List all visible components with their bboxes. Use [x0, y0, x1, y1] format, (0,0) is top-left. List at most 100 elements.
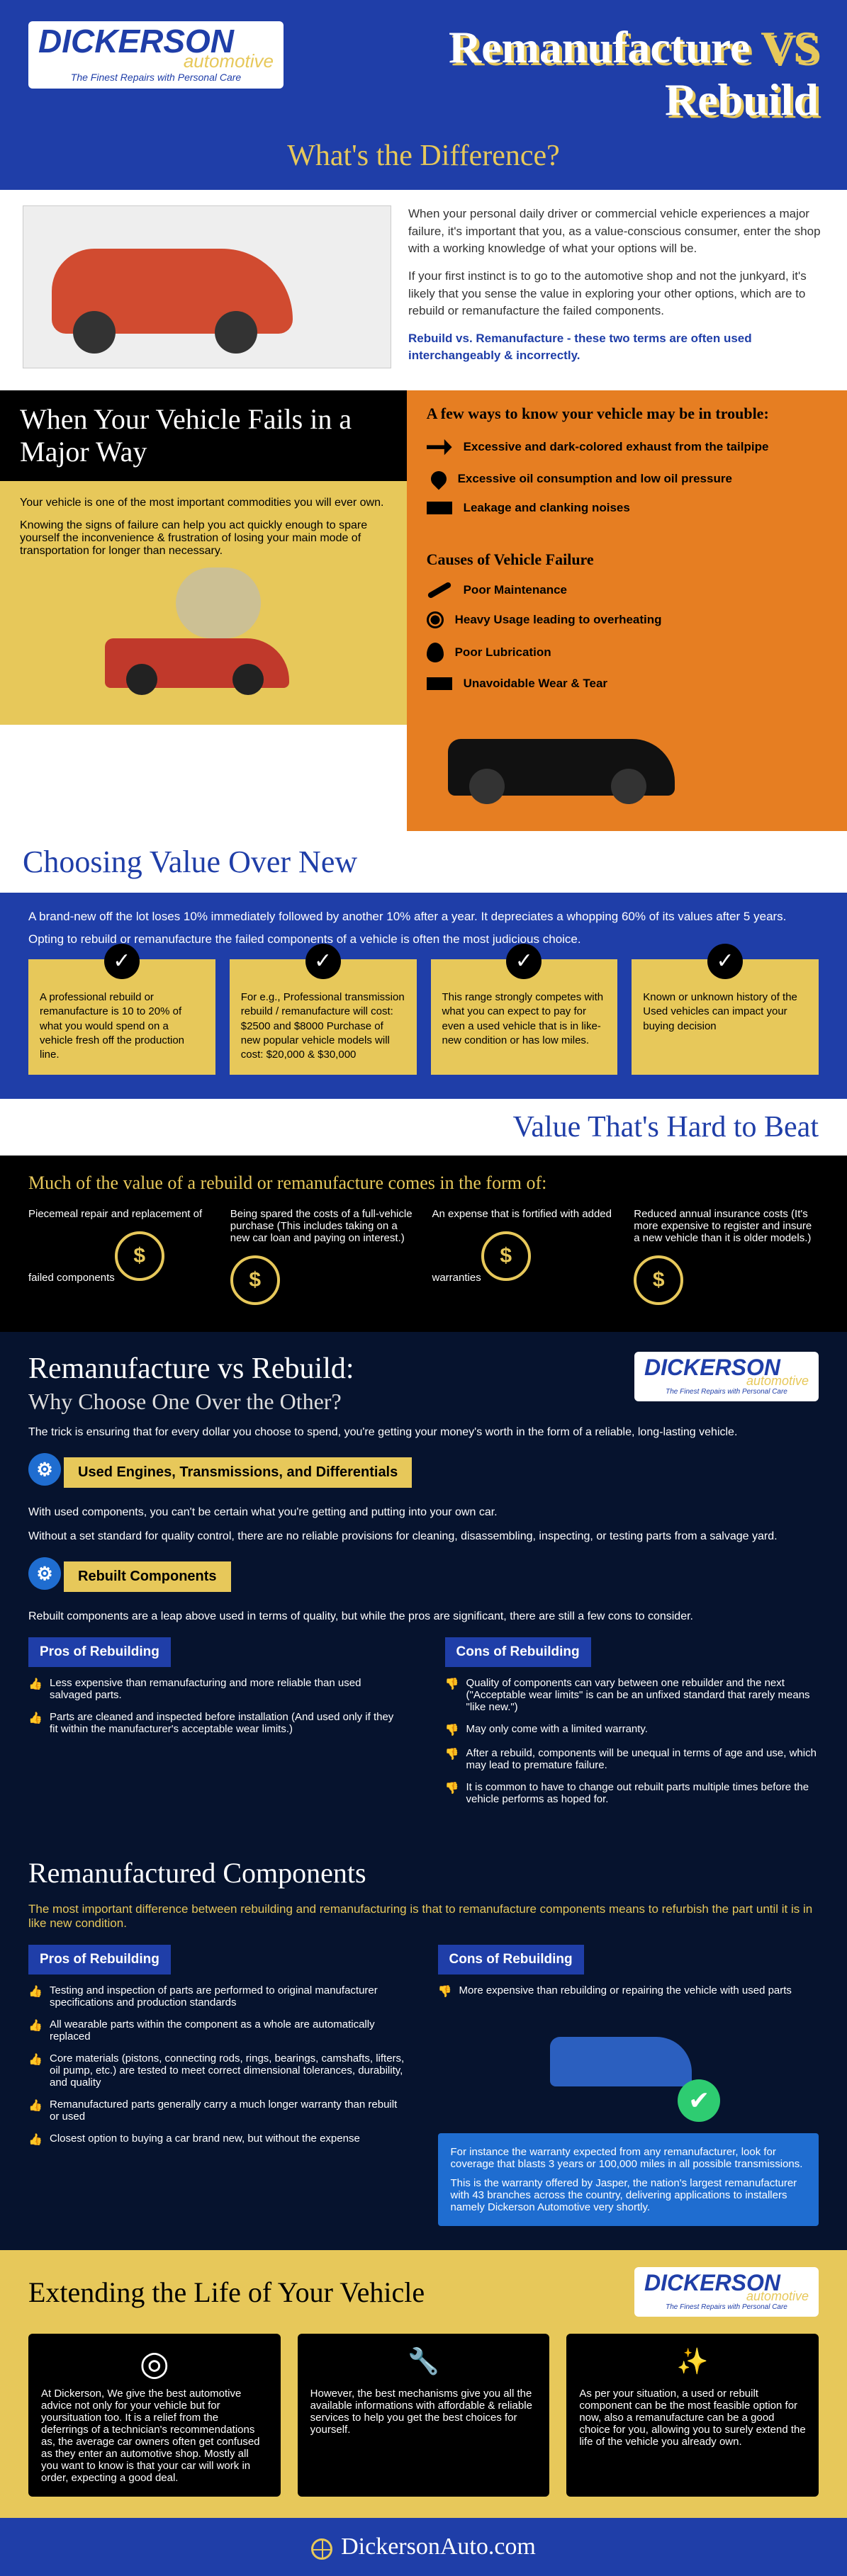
intro-p2: If your first instinct is to go to the a… — [408, 268, 824, 320]
money-bag-icon — [230, 1255, 280, 1305]
value-card: ✓For e.g., Professional transmission reb… — [230, 959, 417, 1075]
thumbs-up-icon — [28, 2052, 43, 2067]
logo-small: DICKERSON automotive The Finest Repairs … — [634, 2267, 819, 2317]
reman-con: More expensive than rebuilding or repair… — [459, 1984, 792, 1999]
header: DICKERSON automotive The Finest Repairs … — [0, 0, 847, 133]
thumbs-up-icon — [28, 1677, 43, 1691]
value-card: ✓A professional rebuild or remanufacture… — [28, 959, 215, 1075]
choosing-p2: Opting to rebuild or remanufacture the f… — [28, 932, 819, 947]
used-p1: With used components, you can't be certa… — [28, 1506, 819, 1519]
heat-icon — [427, 611, 444, 628]
check-icon: ✓ — [506, 944, 542, 979]
trouble-item: Excessive oil consumption and low oil pr… — [458, 472, 732, 486]
trouble-heading: A few ways to know your vehicle may be i… — [407, 390, 847, 430]
smoking-car-illustration — [20, 567, 387, 709]
reman-cons-heading: Cons of Rebuilding — [438, 1945, 584, 1975]
thumbs-down-icon — [445, 1677, 459, 1691]
why-section: Remanufacture vs Rebuild: Why Choose One… — [0, 1332, 847, 1843]
vhb-sub: Much of the value of a rebuild or remanu… — [28, 1173, 819, 1194]
target-icon — [137, 2346, 172, 2382]
wear-icon — [427, 677, 452, 690]
con-item: It is common to have to change out rebui… — [466, 1781, 819, 1805]
causes-heading: Causes of Vehicle Failure — [407, 536, 847, 576]
cause-item: Unavoidable Wear & Tear — [464, 677, 607, 691]
cons-heading: Cons of Rebuilding — [445, 1637, 591, 1667]
con-item: Quality of components can vary between o… — [466, 1677, 819, 1713]
intro-section: When your personal daily driver or comme… — [0, 190, 847, 390]
logo: DICKERSON automotive The Finest Repairs … — [28, 21, 284, 89]
rebuilt-p: Rebuilt components are a leap above used… — [28, 1610, 819, 1623]
leak-icon — [427, 502, 452, 514]
intro-illustration — [23, 205, 391, 368]
failure-heading: When Your Vehicle Fails in a Major Way — [0, 390, 407, 481]
car-shield-icon — [634, 1255, 683, 1305]
exhaust-icon — [427, 437, 452, 457]
thumbs-up-icon — [28, 2132, 43, 2147]
engine-icon — [28, 1453, 61, 1486]
logo-sub: The Finest Repairs with Personal Care — [38, 72, 274, 83]
ext-card: However, the best mechanisms give you al… — [298, 2334, 550, 2497]
thumbs-up-icon — [28, 2098, 43, 2113]
subtitle: What's the Difference? — [0, 133, 847, 190]
trouble-item: Excessive and dark-colored exhaust from … — [464, 440, 769, 454]
footer-url: DickersonAuto.com — [341, 2533, 536, 2560]
thumbs-down-icon — [445, 1723, 459, 1737]
logo-small: DICKERSON automotive The Finest Repairs … — [634, 1352, 819, 1401]
failure-left: When Your Vehicle Fails in a Major Way Y… — [0, 390, 407, 831]
check-icon: ✓ — [104, 944, 140, 979]
oil-icon — [427, 468, 449, 490]
thumbs-down-icon — [445, 1781, 459, 1795]
choosing-heading: Choosing Value Over New — [0, 831, 847, 893]
tools-icon — [406, 2346, 442, 2382]
reman-pro: Remanufactured parts generally carry a m… — [50, 2098, 410, 2123]
gear-icon — [115, 1231, 164, 1281]
vhb-item: Piecemeal repair and replacement of fail… — [28, 1208, 202, 1284]
reman-pro: Closest option to buying a car brand new… — [50, 2132, 360, 2147]
reman-pros-heading: Pros of Rebuilding — [28, 1945, 171, 1975]
thumbs-up-icon — [28, 2018, 43, 2033]
vhb-section: Much of the value of a rebuild or remanu… — [0, 1156, 847, 1332]
reman-pro: Testing and inspection of parts are perf… — [50, 1984, 410, 2009]
trouble-item: Leakage and clanking noises — [464, 501, 630, 515]
pros-heading: Pros of Rebuilding — [28, 1637, 171, 1667]
used-p2: Without a set standard for quality contr… — [28, 1530, 819, 1543]
gear-icon — [28, 1557, 61, 1590]
cash-icon — [481, 1231, 531, 1281]
reman-intro: The most important difference between re… — [28, 1902, 819, 1931]
main-title: Remanufacture VS Rebuild — [284, 21, 819, 126]
reman-section: Remanufactured Components The most impor… — [0, 1843, 847, 2250]
cause-item: Heavy Usage leading to overheating — [455, 613, 662, 627]
reman-pro: All wearable parts within the component … — [50, 2018, 410, 2043]
rebuilt-tab: Rebuilt Components — [64, 1561, 231, 1592]
reman-cons-column: Cons of Rebuilding More expensive than r… — [438, 1945, 819, 2226]
intro-p1: When your personal daily driver or comme… — [408, 205, 824, 258]
con-item: After a rebuild, components will be uneq… — [466, 1747, 819, 1771]
intro-text: When your personal daily driver or comme… — [408, 205, 824, 375]
thumbs-down-icon — [445, 1747, 459, 1761]
footer: DickersonAuto.com — [0, 2518, 847, 2576]
fail-p2: Knowing the signs of failure can help yo… — [20, 519, 387, 558]
pro-item: Parts are cleaned and inspected before i… — [50, 1711, 403, 1735]
sparkle-icon — [675, 2346, 710, 2382]
title-a: Remanufacture — [449, 22, 750, 72]
thumbs-up-icon — [28, 1711, 43, 1725]
value-card: ✓Known or unknown history of the Used ve… — [632, 959, 819, 1075]
failure-row: When Your Vehicle Fails in a Major Way Y… — [0, 390, 847, 831]
vhb-heading: Value That's Hard to Beat — [0, 1099, 847, 1156]
globe-icon — [311, 2538, 332, 2560]
check-icon: ✓ — [305, 944, 341, 979]
black-car-illustration — [427, 704, 827, 817]
vhb-item: Being spared the costs of a full-vehicle… — [230, 1208, 413, 1244]
cons-column: Cons of Rebuilding Quality of components… — [445, 1637, 819, 1815]
lubrication-icon — [427, 643, 444, 662]
cause-item: Poor Lubrication — [455, 645, 551, 660]
fail-p1: Your vehicle is one of the most importan… — [20, 497, 387, 509]
ext-card: At Dickerson, We give the best automotiv… — [28, 2334, 281, 2497]
choosing-section: A brand-new off the lot loses 10% immedi… — [0, 893, 847, 1099]
check-icon: ✓ — [707, 944, 743, 979]
vhb-item: Reduced annual insurance costs (It's mor… — [634, 1208, 812, 1244]
intro-bold: Rebuild vs. Remanufacture — [408, 332, 563, 345]
extending-section: Extending the Life of Your Vehicle DICKE… — [0, 2250, 847, 2518]
car-check-illustration — [536, 2009, 720, 2122]
why-intro: The trick is ensuring that for every dol… — [28, 1426, 819, 1439]
